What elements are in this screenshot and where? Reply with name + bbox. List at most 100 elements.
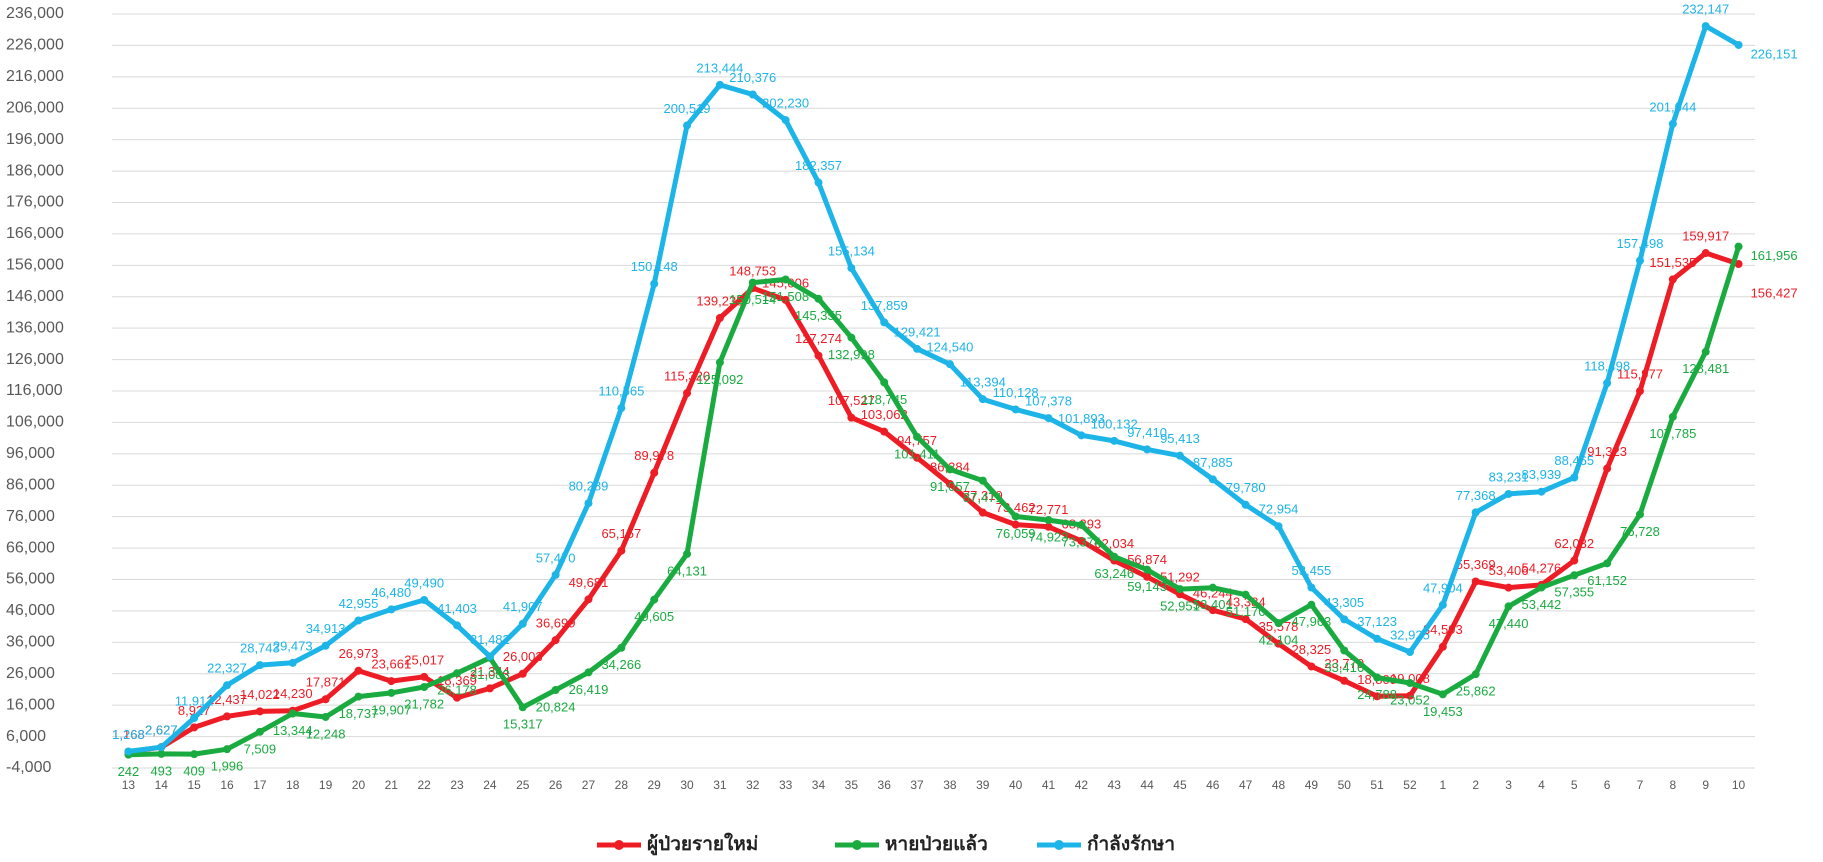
data-label: 115,977 bbox=[1617, 367, 1663, 382]
x-tick-label: 47 bbox=[1239, 778, 1253, 792]
data-point bbox=[223, 681, 232, 690]
data-point bbox=[584, 668, 593, 677]
x-tick-label: 41 bbox=[1042, 778, 1056, 792]
x-tick-label: 17 bbox=[253, 778, 267, 792]
data-label: 118,498 bbox=[1584, 359, 1630, 374]
x-tick-label: 21 bbox=[385, 778, 399, 792]
data-label: 232,147 bbox=[1682, 2, 1729, 17]
data-label: 150,148 bbox=[631, 259, 678, 274]
x-tick-label: 42 bbox=[1075, 778, 1089, 792]
legend-label: หายป่วยแล้ว bbox=[885, 833, 988, 855]
data-point bbox=[617, 643, 626, 652]
data-point bbox=[1274, 522, 1283, 531]
data-point bbox=[650, 595, 659, 604]
y-tick-label: 86,000 bbox=[6, 476, 55, 493]
data-point bbox=[1537, 583, 1546, 592]
data-label: 200,519 bbox=[664, 101, 711, 116]
data-label: 51,170 bbox=[1226, 604, 1266, 619]
data-point bbox=[1701, 249, 1710, 258]
data-point bbox=[1734, 40, 1743, 49]
data-point bbox=[157, 743, 166, 752]
data-point bbox=[551, 686, 560, 695]
y-tick-label: 156,000 bbox=[6, 257, 64, 274]
x-tick-label: 2 bbox=[1472, 778, 1479, 792]
data-point bbox=[748, 90, 757, 99]
y-tick-label: 106,000 bbox=[6, 414, 64, 431]
data-point bbox=[551, 570, 560, 579]
x-tick-label: 7 bbox=[1637, 778, 1644, 792]
data-point bbox=[880, 427, 889, 436]
data-point bbox=[223, 712, 232, 721]
x-tick-label: 40 bbox=[1009, 778, 1023, 792]
data-label: 210,376 bbox=[729, 70, 776, 85]
data-label: 41,403 bbox=[437, 601, 477, 616]
x-tick-label: 22 bbox=[417, 778, 431, 792]
data-label: 34,913 bbox=[306, 621, 346, 636]
x-tick-label: 39 bbox=[976, 778, 990, 792]
data-label: 124,540 bbox=[926, 340, 973, 355]
x-tick-label: 30 bbox=[680, 778, 694, 792]
data-label: 14,230 bbox=[273, 686, 313, 701]
data-point bbox=[1373, 673, 1382, 682]
data-point bbox=[387, 605, 396, 614]
data-point bbox=[847, 333, 856, 342]
data-label: 53,442 bbox=[1522, 597, 1562, 612]
data-point bbox=[814, 294, 823, 303]
data-point bbox=[1603, 464, 1612, 473]
x-tick-label: 10 bbox=[1732, 778, 1746, 792]
data-point bbox=[321, 695, 330, 704]
data-point bbox=[387, 688, 396, 697]
x-tick-label: 52 bbox=[1403, 778, 1417, 792]
x-tick-label: 5 bbox=[1571, 778, 1578, 792]
x-tick-label: 35 bbox=[845, 778, 859, 792]
y-tick-label: 16,000 bbox=[6, 696, 55, 713]
data-point bbox=[1570, 556, 1579, 565]
data-label: 47,904 bbox=[1423, 580, 1463, 595]
data-point bbox=[913, 432, 922, 441]
data-point bbox=[1570, 473, 1579, 482]
data-point bbox=[683, 549, 692, 558]
data-point bbox=[420, 672, 429, 681]
y-tick-label: 236,000 bbox=[6, 5, 64, 22]
data-point bbox=[1044, 414, 1053, 423]
data-label: 42,104 bbox=[1259, 633, 1299, 648]
data-label: 151,508 bbox=[762, 289, 809, 304]
data-point bbox=[715, 80, 724, 89]
data-point bbox=[715, 314, 724, 323]
data-label: 20,824 bbox=[536, 699, 576, 714]
data-point bbox=[1110, 436, 1119, 445]
data-label: 15,317 bbox=[503, 717, 543, 732]
data-point bbox=[551, 636, 560, 645]
legend-marker bbox=[852, 840, 862, 850]
data-point bbox=[913, 453, 922, 462]
data-label: 36,699 bbox=[536, 616, 576, 631]
x-tick-label: 20 bbox=[352, 778, 366, 792]
data-point bbox=[978, 395, 987, 404]
data-label: 103,062 bbox=[861, 407, 908, 422]
series-line bbox=[128, 250, 1740, 755]
data-label: 101,893 bbox=[1058, 411, 1105, 426]
data-point bbox=[1274, 619, 1283, 628]
data-label: 33,416 bbox=[1324, 660, 1364, 675]
y-tick-label: 26,000 bbox=[6, 665, 55, 682]
data-label: 107,378 bbox=[1025, 394, 1072, 409]
data-point bbox=[1471, 577, 1480, 586]
data-label: 151,535 bbox=[1649, 255, 1696, 270]
y-tick-label: 46,000 bbox=[6, 602, 55, 619]
data-point bbox=[584, 595, 593, 604]
y-tick-label: 136,000 bbox=[6, 319, 64, 336]
x-tick-label: 38 bbox=[943, 778, 957, 792]
data-label: 49,681 bbox=[569, 575, 609, 590]
data-point bbox=[1405, 691, 1414, 700]
data-label: 34,266 bbox=[601, 657, 641, 672]
y-tick-label: 76,000 bbox=[6, 508, 55, 525]
data-label: 55,369 bbox=[1456, 557, 1496, 572]
data-point bbox=[683, 121, 692, 130]
data-point bbox=[1340, 615, 1349, 624]
data-label: 115,320 bbox=[664, 369, 710, 384]
data-point bbox=[781, 116, 790, 125]
data-point bbox=[1668, 275, 1677, 284]
data-point bbox=[1143, 565, 1152, 574]
data-point bbox=[321, 712, 330, 721]
x-tick-label: 44 bbox=[1140, 778, 1154, 792]
